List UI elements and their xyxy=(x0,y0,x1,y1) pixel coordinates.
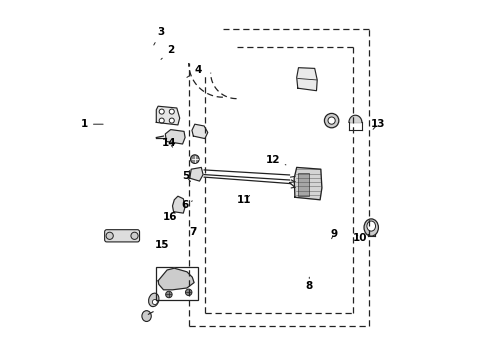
Text: 10: 10 xyxy=(352,233,366,243)
Circle shape xyxy=(152,300,157,305)
Text: 7: 7 xyxy=(189,227,197,237)
Polygon shape xyxy=(192,124,207,139)
Text: 4: 4 xyxy=(186,65,201,77)
Circle shape xyxy=(131,232,138,239)
Circle shape xyxy=(327,117,335,124)
Polygon shape xyxy=(296,68,317,91)
Polygon shape xyxy=(172,196,185,213)
Circle shape xyxy=(165,291,172,298)
Polygon shape xyxy=(165,130,185,144)
Circle shape xyxy=(169,118,174,123)
Text: 5: 5 xyxy=(182,171,190,181)
Circle shape xyxy=(106,232,113,239)
Text: 1: 1 xyxy=(81,119,103,129)
Text: 6: 6 xyxy=(181,200,192,210)
Polygon shape xyxy=(158,268,194,290)
Text: 9: 9 xyxy=(329,229,337,239)
Text: 12: 12 xyxy=(265,155,285,165)
Text: 13: 13 xyxy=(370,119,384,129)
Polygon shape xyxy=(156,106,179,125)
Polygon shape xyxy=(189,167,203,181)
Ellipse shape xyxy=(363,219,378,236)
Circle shape xyxy=(185,289,192,296)
Text: 14: 14 xyxy=(162,138,177,148)
Circle shape xyxy=(159,118,164,123)
Ellipse shape xyxy=(148,293,159,307)
Text: 3: 3 xyxy=(153,27,164,45)
Ellipse shape xyxy=(142,311,151,321)
Circle shape xyxy=(169,109,174,114)
Circle shape xyxy=(190,155,199,163)
Ellipse shape xyxy=(366,221,375,231)
Bar xyxy=(297,173,309,196)
Bar xyxy=(156,267,197,300)
Circle shape xyxy=(159,109,164,114)
Text: 15: 15 xyxy=(155,240,169,250)
Text: 8: 8 xyxy=(305,277,312,291)
Circle shape xyxy=(324,113,338,128)
FancyBboxPatch shape xyxy=(104,230,139,242)
Text: 11: 11 xyxy=(237,195,251,205)
Text: 2: 2 xyxy=(161,45,174,59)
Polygon shape xyxy=(294,167,321,200)
Text: 16: 16 xyxy=(162,212,177,222)
